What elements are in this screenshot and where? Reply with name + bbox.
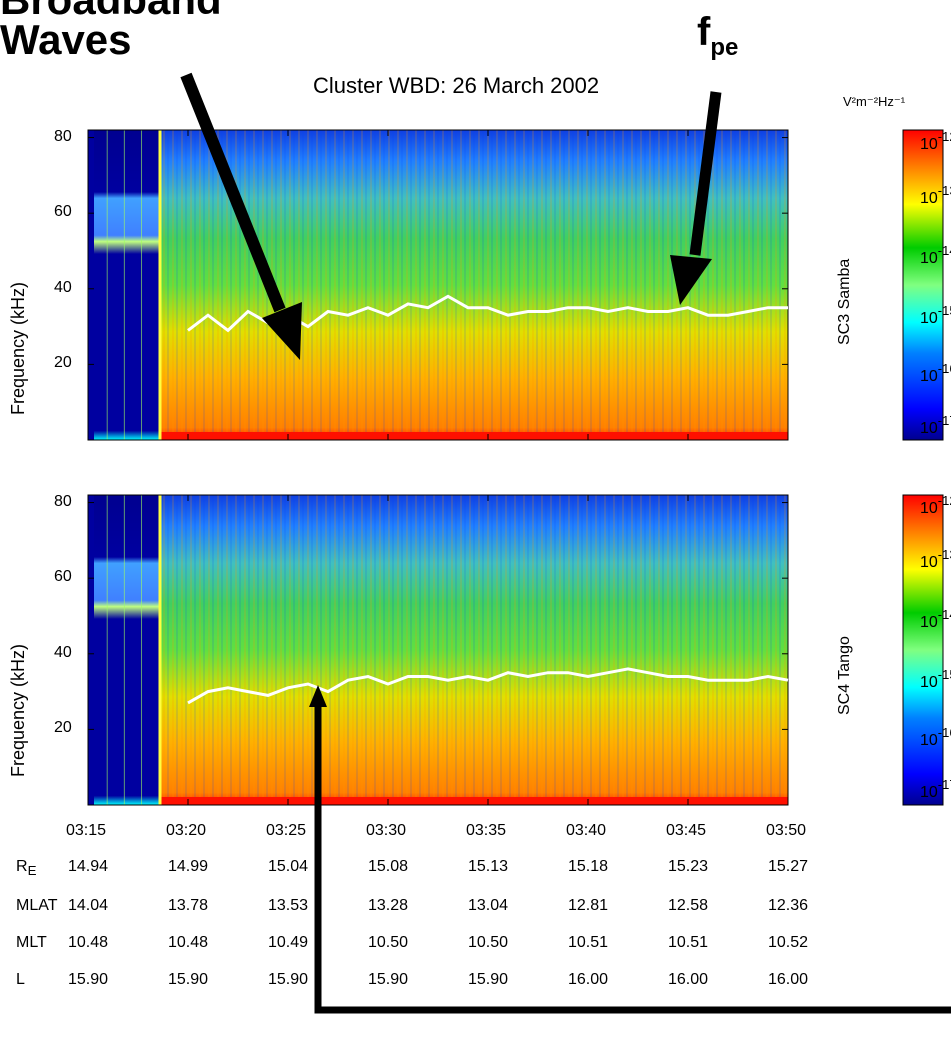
plot-frame (87, 494, 789, 806)
ephemeris-value: 15.90 (468, 971, 509, 988)
ephemeris-value: 15.13 (468, 858, 509, 875)
x-tick-label: 03:15 (66, 822, 107, 839)
fpe-annotation: fpe (697, 10, 739, 61)
y-tick-label: 80 (54, 492, 72, 510)
ephemeris-row-label: MLAT (16, 897, 58, 914)
ephemeris-value: 15.90 (368, 971, 409, 988)
quiet-region (94, 130, 160, 440)
cb-top-label-2: 10-14 (920, 243, 951, 267)
x-tick-label: 03:40 (566, 822, 607, 839)
bottom-callout-arrow (309, 685, 951, 1014)
colorbar-bottom (902, 494, 944, 806)
chart-title: Cluster WBD: 26 March 2002 (313, 73, 600, 98)
texture-overlay (160, 495, 788, 805)
ephemeris-value: 12.81 (568, 897, 609, 914)
left-edge (88, 130, 94, 440)
ephemeris-value: 10.51 (568, 934, 609, 951)
colorbar-top (902, 129, 944, 441)
ephemeris-value: 13.53 (268, 897, 309, 914)
ephemeris-value: 15.90 (268, 971, 309, 988)
cb-bottom-label-2: 10-14 (920, 607, 951, 631)
ephemeris-value: 15.90 (68, 971, 109, 988)
ephemeris-value: 16.00 (768, 971, 809, 988)
x-tick-label: 03:30 (366, 822, 407, 839)
ephemeris-value: 15.08 (368, 858, 409, 875)
left-edge (88, 495, 94, 805)
ephemeris-value: 12.36 (768, 897, 809, 914)
fpe-arrow (670, 91, 722, 305)
ephemeris-value: 10.52 (768, 934, 809, 951)
ephemeris-value: 14.94 (68, 858, 109, 875)
y-tick-label: 60 (54, 203, 72, 221)
ephemeris-value: 10.49 (268, 934, 309, 951)
ephemeris-value: 15.27 (768, 858, 809, 875)
ephemeris-value: 12.58 (668, 897, 709, 914)
plot-frame (87, 129, 789, 441)
x-tick-label: 03:50 (766, 822, 807, 839)
quiet-region (94, 495, 160, 805)
low-freq-band (160, 797, 788, 805)
y-tick-label: 20 (54, 719, 72, 737)
ephemeris-value: 10.50 (468, 934, 509, 951)
y-tick-label: 80 (54, 127, 72, 145)
y-tick-label: 40 (54, 643, 72, 661)
ephemeris-row-label: RE (16, 858, 37, 879)
ephemeris-value: 15.18 (568, 858, 609, 875)
ephemeris-value: 13.04 (468, 897, 509, 914)
x-tick-label: 03:20 (166, 822, 207, 839)
ephemeris-row-label: MLT (16, 934, 47, 951)
ephemeris-value: 14.04 (68, 897, 109, 914)
ephemeris-value: 15.23 (668, 858, 709, 875)
y-tick-label: 20 (54, 354, 72, 372)
ephemeris-row-label: L (16, 971, 25, 988)
x-tick-label: 03:45 (666, 822, 707, 839)
cb-bottom-label-1: 10-13 (920, 547, 951, 571)
ephemeris-row-label-sub: E (27, 863, 37, 879)
cb-bottom-label-3: 10-15 (920, 667, 951, 691)
ephemeris-value: 16.00 (668, 971, 709, 988)
ephemeris-value: 13.28 (368, 897, 409, 914)
cb-top-label-3: 10-15 (920, 303, 951, 327)
ephemeris-value: 10.51 (668, 934, 709, 951)
cb-top-label-1: 10-13 (920, 183, 951, 207)
broadband-annotation: Broadband (0, 0, 222, 21)
y-tick-label: 60 (54, 568, 72, 586)
ephemeris-value: 10.48 (68, 934, 109, 951)
ephemeris-value: 15.90 (168, 971, 209, 988)
ephemeris-value: 10.50 (368, 934, 409, 951)
ephemeris-value: 15.04 (268, 858, 309, 875)
cb-top-label-4: 10-16 (920, 361, 951, 385)
ephemeris-value: 14.99 (168, 858, 209, 875)
x-tick-label: 03:35 (466, 822, 507, 839)
cb-bottom-label-0: 10-12 (920, 493, 951, 517)
low-freq-band (160, 432, 788, 440)
spectrogram-panel-1 (87, 494, 789, 806)
ephemeris-value: 10.48 (168, 934, 209, 951)
broadband-arrow (180, 72, 302, 360)
cb-top-label-5: 10-17 (920, 413, 951, 437)
cb-bottom-label-4: 10-16 (920, 725, 951, 749)
cb-bottom-label-5: 10-17 (920, 777, 951, 801)
y-tick-label: 40 (54, 278, 72, 296)
waves-annotation: Waves (0, 16, 132, 63)
x-tick-label: 03:25 (266, 822, 307, 839)
cb-top-label-0: 10-12 (920, 129, 951, 153)
fpe-line (187, 667, 789, 705)
ephemeris-value: 13.78 (168, 897, 209, 914)
ephemeris-value: 16.00 (568, 971, 609, 988)
colorbar-units: V²m⁻²Hz⁻¹ (843, 94, 906, 109)
